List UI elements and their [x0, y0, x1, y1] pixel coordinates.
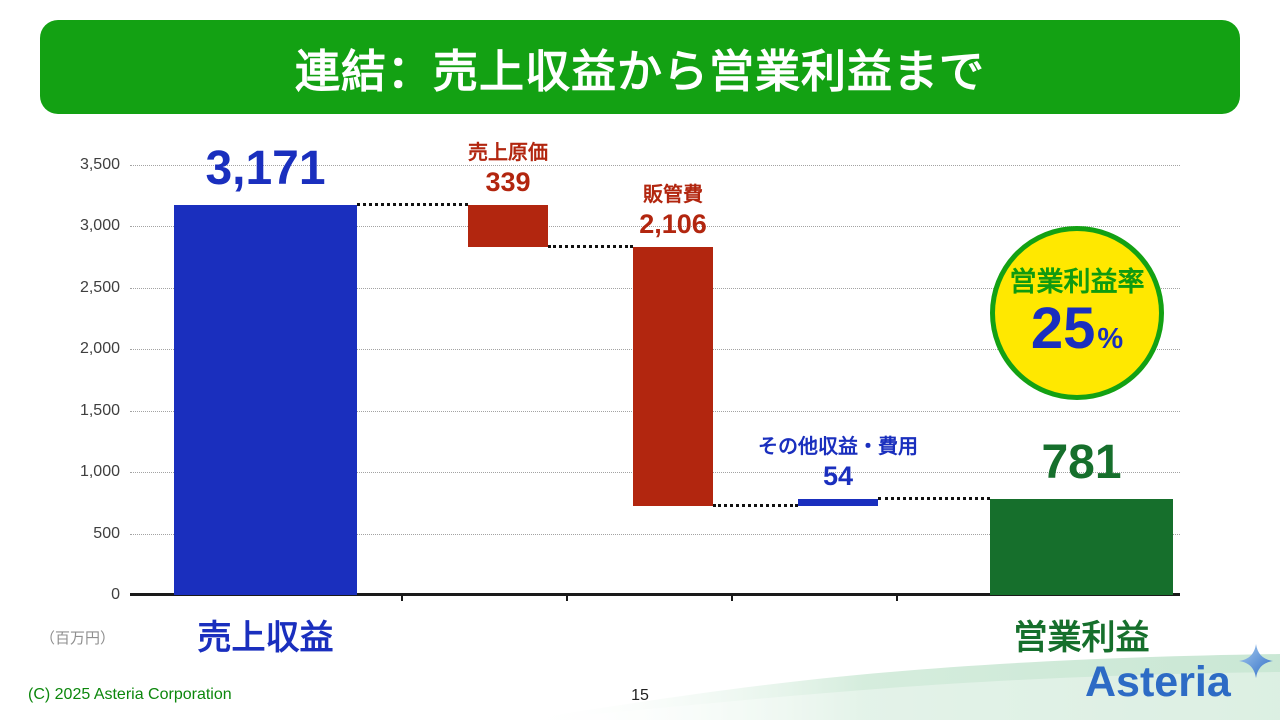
y-axis-tick-label: 0 — [111, 586, 120, 603]
unit-label: （百万円） — [40, 630, 116, 647]
connector-line — [878, 497, 990, 501]
y-axis-tick-label: 1,000 — [79, 463, 120, 481]
waterfall-bar — [468, 205, 548, 248]
bar-label-group: 販管費 2,106 — [553, 181, 793, 240]
gridline — [130, 226, 1180, 228]
logo-text: Asteria — [1085, 658, 1231, 706]
connector-line — [357, 203, 468, 207]
connector-line — [548, 245, 633, 249]
bar-value-label: 3,171 — [205, 142, 326, 196]
waterfall-bar — [990, 499, 1173, 595]
x-axis-tick — [401, 596, 403, 601]
bar-name-label: 売上原価 — [468, 142, 548, 165]
title-banner: 連結：売上収益から営業利益まで — [40, 20, 1240, 114]
bar-value-label: 339 — [485, 167, 531, 198]
bar-value-label: 781 — [1041, 436, 1122, 490]
badge-percent-sign: % — [1097, 323, 1124, 355]
badge-title: 営業利益率 — [1009, 267, 1145, 297]
x-axis-tick — [731, 596, 733, 601]
category-label: 売上収益 — [197, 619, 334, 657]
x-axis-tick — [896, 596, 898, 601]
badge-value-row: 25 % — [1031, 298, 1123, 360]
slide-title: 連結：売上収益から営業利益まで — [294, 45, 985, 97]
bar-label-group: その他収益・費用 54 — [718, 433, 958, 492]
y-axis-tick-label: 3,000 — [79, 217, 120, 235]
swoosh-decoration — [520, 654, 1280, 720]
bar-name-label: その他収益・費用 — [758, 436, 918, 459]
page-number: 15 — [631, 687, 649, 704]
bar-label-group: 売上原価 339 — [388, 139, 628, 198]
y-axis-tick-label: 1,500 — [79, 401, 120, 419]
sparkle-icon — [1239, 644, 1273, 678]
y-axis-tick-label: 2,500 — [79, 278, 120, 296]
gridline — [130, 165, 1180, 166]
badge-value: 25 — [1030, 296, 1096, 361]
y-axis-tick-label: 3,500 — [79, 156, 120, 173]
category-label: 営業利益 — [1013, 619, 1150, 657]
asteria-logo: Asteria — [1085, 644, 1273, 712]
gridline — [130, 533, 1180, 535]
copyright: (C) 2025 Asteria Corporation — [28, 686, 232, 703]
connector-line — [713, 503, 798, 507]
operating-margin-badge: 営業利益率 25 % — [990, 226, 1164, 400]
y-axis-tick-label: 2,000 — [79, 340, 120, 358]
waterfall-bar — [798, 499, 878, 506]
waterfall-bar — [633, 247, 713, 506]
y-axis-tick-label: 500 — [93, 524, 120, 542]
waterfall-bar — [174, 205, 357, 595]
x-axis-line — [130, 593, 1180, 596]
x-axis-tick — [566, 596, 568, 601]
bar-name-label: 販管費 — [643, 184, 703, 207]
bar-value-label: 2,106 — [639, 209, 707, 240]
bar-value-label: 54 — [822, 461, 854, 492]
